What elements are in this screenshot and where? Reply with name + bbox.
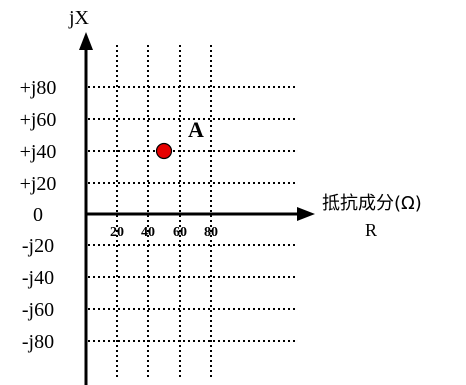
x-axis-arrowhead bbox=[297, 207, 315, 221]
point-a-label: A bbox=[188, 117, 204, 142]
y-tick-label-neg-j80: -j80 bbox=[22, 331, 54, 353]
y-axis-arrowhead bbox=[79, 32, 93, 50]
x-axis-label: 抵抗成分(Ω) bbox=[322, 193, 422, 214]
y-tick-label-neg-j40: -j40 bbox=[22, 267, 54, 289]
point-a-marker bbox=[155, 142, 173, 160]
horizontal-grid-lines bbox=[88, 86, 298, 342]
x-axis-sublabel: R bbox=[365, 220, 377, 240]
y-tick-label-neg-j20: -j20 bbox=[22, 235, 54, 257]
y-tick-label-j40: +j40 bbox=[20, 141, 57, 163]
y-tick-label-j60: +j60 bbox=[20, 109, 57, 131]
origin-label: 0 bbox=[33, 204, 43, 226]
x-tick-label-80: 80 bbox=[204, 225, 218, 240]
vertical-grid-lines bbox=[116, 45, 212, 377]
x-tick-label-40: 40 bbox=[141, 225, 155, 240]
y-axis-label: jX bbox=[68, 7, 90, 29]
x-tick-label-20: 20 bbox=[110, 225, 124, 240]
y-tick-label-j80: +j80 bbox=[20, 77, 57, 99]
y-tick-label-neg-j60: -j60 bbox=[22, 299, 54, 321]
y-tick-label-j20: +j20 bbox=[20, 173, 57, 195]
x-tick-label-60: 60 bbox=[173, 225, 187, 240]
